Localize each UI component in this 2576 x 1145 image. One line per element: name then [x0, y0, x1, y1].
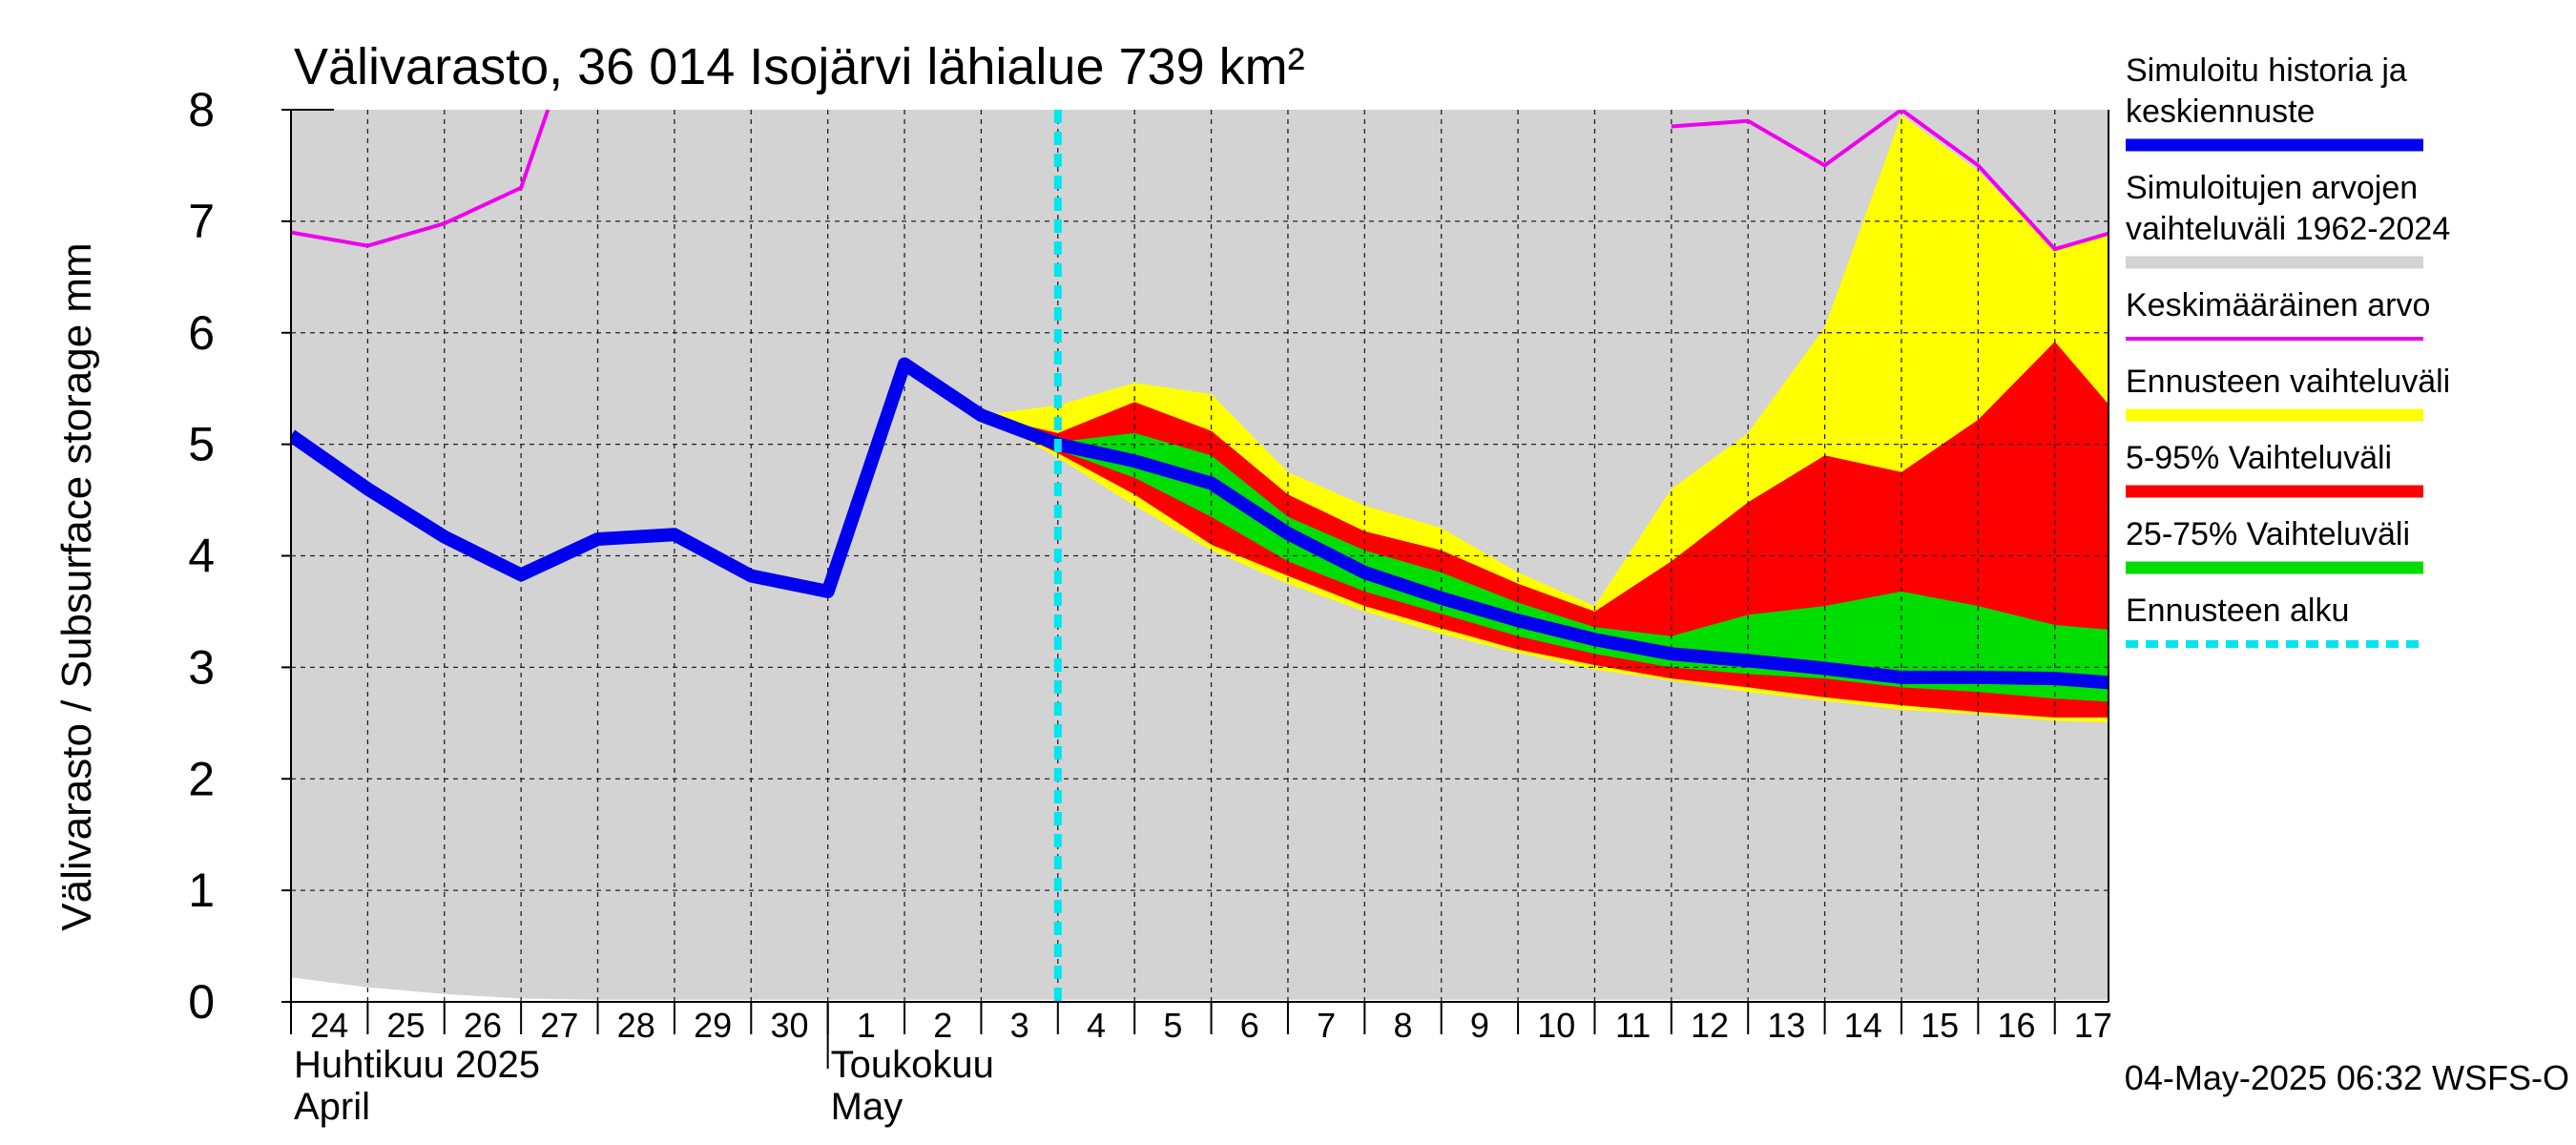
x-tick-label: 3: [1010, 1006, 1029, 1045]
month-label-fi: Huhtikuu 2025: [294, 1044, 540, 1086]
y-tick-label: 4: [188, 530, 215, 583]
mean-line: [291, 110, 551, 248]
legend-label: 25-75% Vaihteluväli: [2126, 516, 2410, 552]
grid: [291, 110, 2109, 1002]
x-tick-label: 8: [1393, 1006, 1412, 1045]
legend-label: Simuloitu historia ja: [2126, 52, 2407, 89]
legend-item: Simuloitujen arvojen vaihteluväli 1962-20…: [2126, 170, 2450, 269]
legend-label: Ennusteen alku: [2126, 593, 2349, 629]
x-axis: 24 25 26 27 28 29 30 1 2 3 4 5 6 7 8 9 10 11 12 13 14 15 16 17H…: [290, 1002, 2112, 1128]
x-tick-label: 25: [387, 1006, 426, 1045]
history-forecast-line: [291, 357, 2109, 690]
legend-label: Ennusteen vaihteluväli: [2126, 364, 2450, 400]
legend-item: 5-95% Vaihteluväli: [2126, 440, 2423, 498]
month-label-en: May: [831, 1086, 904, 1128]
x-tick-label: 7: [1317, 1006, 1336, 1045]
x-tick-label: 14: [1844, 1006, 1882, 1045]
month-label-fi: Toukokuu: [831, 1044, 994, 1086]
month-label-en: April: [294, 1086, 370, 1128]
x-tick-label: 15: [1921, 1006, 1959, 1045]
historic-range-band: [291, 110, 2109, 1000]
x-tick-label: 30: [770, 1006, 808, 1045]
x-tick-label: 28: [617, 1006, 655, 1045]
legend-item: Keskimääräinen arvo: [2126, 287, 2430, 341]
y-tick-label: 6: [188, 306, 215, 360]
legend-item: Simuloitu historia ja keskiennuste: [2126, 52, 2423, 152]
mean-line: [1671, 110, 2109, 252]
plot-content: [291, 110, 2109, 1002]
x-tick-label: 11: [1615, 1006, 1651, 1045]
legend-label: Keskimääräinen arvo: [2126, 287, 2430, 323]
x-tick-label: 1: [857, 1006, 876, 1045]
y-tick-label: 3: [188, 640, 215, 694]
x-tick-label: 6: [1240, 1006, 1259, 1045]
legend: Simuloitu historia jakeskiennusteSimuloi…: [2126, 52, 2450, 648]
y-axis-label: Välivarasto / Subsurface storage mm: [53, 242, 100, 930]
legend-label: keskiennuste: [2126, 94, 2315, 130]
x-tick-label: 29: [694, 1006, 732, 1045]
x-tick-label: 10: [1537, 1006, 1575, 1045]
y-tick-label: 7: [188, 195, 215, 248]
x-tick-label: 26: [464, 1006, 502, 1045]
x-tick-label: 4: [1087, 1006, 1106, 1045]
x-tick-label: 16: [1998, 1006, 2036, 1045]
y-axis: 0 1 2 3 4 5 6 7 8: [188, 83, 291, 1029]
legend-item: Ennusteen alku: [2126, 593, 2423, 648]
plot-area: [290, 109, 2109, 1003]
x-tick-label: 2: [933, 1006, 952, 1045]
p25-75-band: [981, 415, 2109, 702]
legend-item: Ennusteen vaihteluväli: [2126, 364, 2450, 422]
y-tick-label: 2: [188, 752, 215, 805]
y-tick-label: 5: [188, 418, 215, 471]
x-tick-label: 17: [2074, 1006, 2112, 1045]
x-tick-label: 13: [1767, 1006, 1805, 1045]
x-tick-label: 12: [1691, 1006, 1729, 1045]
legend-label: Simuloitujen arvojen: [2126, 170, 2418, 206]
legend-label: vaihteluväli 1962-2024: [2126, 211, 2450, 247]
legend-label: 5-95% Vaihteluväli: [2126, 440, 2392, 476]
chart-title: Välivarasto, 36 014 Isojärvi lähialue 73…: [294, 38, 1305, 95]
y-tick-label: 1: [188, 864, 215, 917]
y-tick-label: 0: [188, 975, 215, 1029]
x-tick-label: 9: [1470, 1006, 1489, 1045]
x-tick-label: 5: [1163, 1006, 1182, 1045]
timestamp: 04-May-2025 06:32 WSFS-O: [2125, 1058, 2569, 1097]
x-tick-label: 27: [540, 1006, 578, 1045]
legend-item: 25-75% Vaihteluväli: [2126, 516, 2423, 574]
x-tick-label: 24: [310, 1006, 348, 1045]
y-tick-label: 8: [188, 83, 215, 136]
